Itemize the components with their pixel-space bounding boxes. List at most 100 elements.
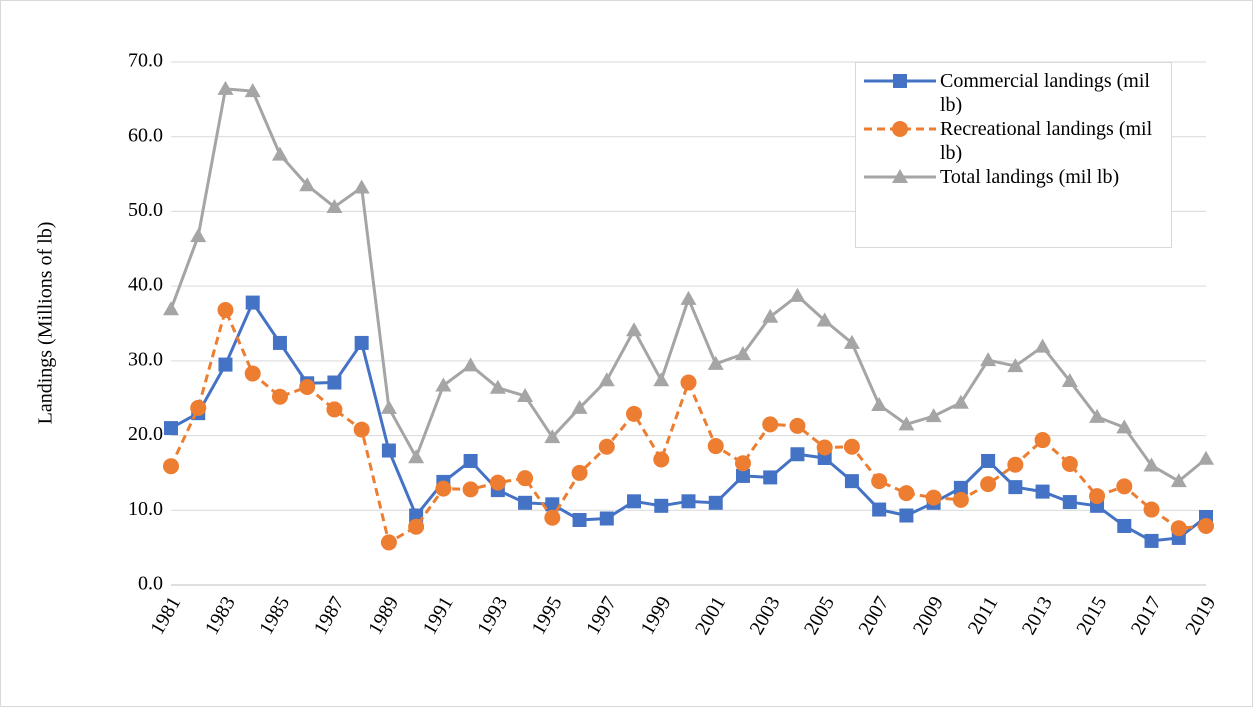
data-point [572,512,587,527]
data-point [1198,450,1214,465]
data-point [1198,517,1214,534]
data-point [299,379,316,396]
y-tick-label: 30.0 [128,348,163,370]
data-point [981,453,996,468]
x-tick-label: 2007 [854,593,893,639]
x-tick-label: 2015 [1072,593,1111,639]
x-tick-label: 2001 [691,593,730,639]
data-point [1007,358,1024,373]
x-tick-label: 1999 [637,593,676,639]
data-point [925,489,942,506]
data-point [680,374,697,391]
data-point [1170,473,1187,488]
x-tick-label: 2013 [1018,593,1057,639]
y-tick-label: 40.0 [128,274,163,296]
data-point [380,534,397,551]
data-point [762,416,779,433]
data-point [571,464,588,481]
legend-entry: Recreational landings (mil lb) [860,117,1163,165]
x-tick-label: 1983 [201,593,240,639]
data-point [871,473,888,490]
legend-label: Total landings (mil lb) [940,166,1120,188]
data-point [1143,501,1160,518]
legend-entry: Commercial landings (mil lb) [860,69,1163,117]
data-point [462,481,479,498]
data-point [381,443,396,458]
data-point [299,177,316,192]
data-point [245,295,260,310]
legend-label: Commercial landings (mil lb) [940,70,1150,116]
data-point [653,451,670,468]
data-point [626,322,643,337]
data-point [898,485,915,502]
x-tick-label: 1993 [473,593,512,639]
data-point [544,429,561,444]
data-point [190,399,207,416]
y-tick-label: 0.0 [138,573,163,595]
data-point [598,372,615,387]
x-tick-label: 2011 [964,593,1003,638]
data-point [898,416,915,431]
data-point [1061,373,1078,388]
x-tick-label: 2003 [745,593,784,639]
data-point [244,83,261,98]
data-point [354,335,369,350]
data-point [544,509,561,526]
x-tick-label: 1985 [255,593,294,639]
x-tick-label: 2017 [1127,593,1166,639]
legend-swatch [864,121,936,137]
data-point [1089,408,1106,423]
data-point [217,80,234,95]
data-point [1062,495,1077,510]
data-point [1035,484,1050,499]
data-point [326,198,343,213]
data-point [408,449,425,464]
data-point [435,480,452,497]
x-tick-label: 2005 [800,593,839,639]
data-point [217,302,234,319]
data-point [163,301,179,316]
data-point [952,491,969,508]
y-axis-title: Landings (Millions of lb) [35,222,57,425]
data-point [680,290,697,305]
legend: Commercial landings (mil lb) Recreational… [855,62,1172,248]
data-point [489,474,506,491]
data-point [1170,520,1187,537]
data-point [163,458,179,475]
y-tick-label: 10.0 [128,498,163,520]
data-point [327,375,342,390]
data-point [271,388,288,405]
data-point [462,357,479,372]
data-point [653,372,670,387]
data-point [980,476,997,493]
data-point [654,498,669,513]
data-point [1117,518,1132,533]
data-point [326,401,343,418]
data-point [707,355,724,370]
x-tick-label: 2019 [1181,593,1220,639]
data-point [789,417,806,434]
data-point [571,399,588,414]
data-point [518,495,533,510]
legend-label: Recreational landings (mil lb) [940,118,1153,164]
data-point [626,405,643,422]
data-point [1007,456,1024,473]
data-point [707,438,724,455]
data-point [408,518,425,535]
data-point [409,508,424,523]
data-point [980,352,997,367]
data-point [843,438,860,455]
data-point [1089,488,1106,505]
y-tick-label: 70.0 [128,50,163,72]
data-point [599,511,614,526]
data-point [763,470,778,485]
data-point [1116,419,1133,434]
data-point [1034,432,1051,449]
data-point [708,495,723,510]
data-point [899,508,914,523]
data-point [734,346,751,361]
y-tick-label: 50.0 [128,199,163,221]
data-point [843,334,860,349]
legend-swatch [864,169,936,183]
legend-swatch [864,74,936,88]
